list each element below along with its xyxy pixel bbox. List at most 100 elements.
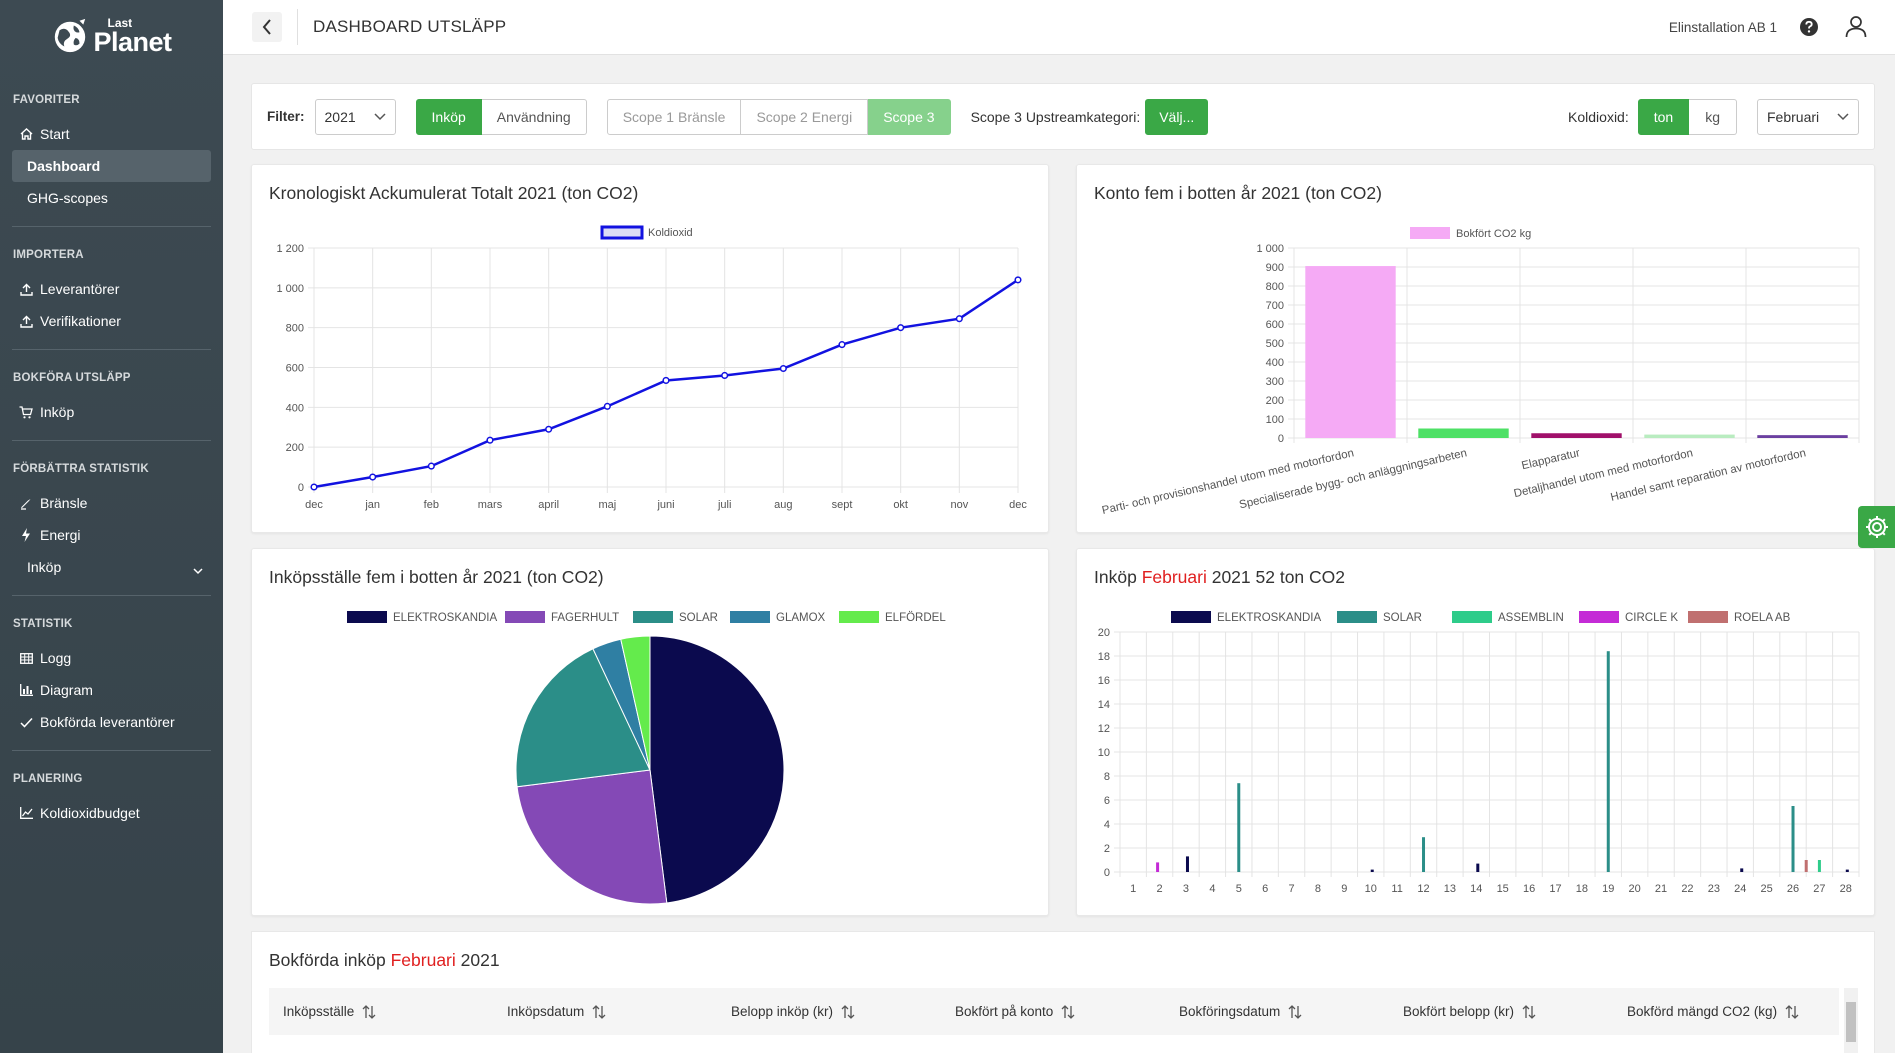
- x-tick-label: jan: [364, 499, 380, 511]
- column-header[interactable]: Bokfört belopp (kr): [1389, 1004, 1613, 1019]
- sidebar-item-dashboard[interactable]: Dashboard: [12, 150, 211, 182]
- sidebar-item-bransle[interactable]: Bränsle: [12, 487, 211, 519]
- bar: [1422, 837, 1426, 872]
- sidebar-item-inkop-stat[interactable]: Inköp: [12, 551, 211, 583]
- y-tick-label: 200: [286, 442, 304, 454]
- line-chart-icon: [19, 806, 33, 820]
- x-tick-label: 2: [1157, 883, 1163, 895]
- sidebar-item-ghg-scopes[interactable]: GHG-scopes: [12, 182, 211, 214]
- accumulated-line-chart: 0 200 400 600 800 1 000 1 200 dec jan feb mars apri…: [276, 225, 1027, 511]
- bar: [1531, 433, 1622, 438]
- scope2-button[interactable]: Scope 2 Energi: [741, 98, 869, 135]
- user-icon[interactable]: [1844, 14, 1868, 38]
- sidebar-item-energi[interactable]: Energi: [12, 519, 211, 551]
- y-tick-label: 600: [286, 363, 304, 375]
- sort-icon[interactable]: [1785, 1004, 1799, 1019]
- x-tick-label: 22: [1681, 883, 1693, 895]
- pie-slice: [516, 769, 668, 905]
- mode-toggle: Inköp Användning: [415, 98, 587, 135]
- back-button[interactable]: [252, 12, 282, 42]
- data-point: [897, 324, 905, 332]
- x-tick-label: okt: [893, 499, 908, 511]
- scrollbar-thumb[interactable]: [1846, 1002, 1856, 1042]
- sort-icon[interactable]: [1061, 1004, 1075, 1019]
- y-tick-label: 0: [1104, 867, 1110, 879]
- scope3-button[interactable]: Scope 3: [868, 98, 951, 135]
- x-tick-label: feb: [424, 499, 439, 511]
- nav-section-planering: PLANERING Koldioxidbudget: [12, 751, 211, 841]
- x-tick-label: 11: [1391, 883, 1402, 895]
- company-selector[interactable]: Elinstallation AB 1: [1668, 19, 1777, 35]
- sidebar-item-diagram[interactable]: Diagram: [12, 674, 211, 706]
- column-header[interactable]: Bokfört på konto: [941, 1004, 1165, 1019]
- filter-label: Filter:: [267, 109, 305, 124]
- legend-label: ROELA AB: [1734, 612, 1791, 624]
- sidebar-item-koldioxidbudget[interactable]: Koldioxidbudget: [12, 797, 211, 829]
- sidebar-item-bokforda-leverantorer[interactable]: Bokförda leverantörer: [12, 706, 211, 738]
- data-point: [603, 402, 611, 410]
- sidebar-item-label: GHG-scopes: [27, 190, 108, 206]
- pie-slice: [649, 635, 785, 904]
- sidebar-item-label: Diagram: [40, 682, 93, 698]
- sort-icon[interactable]: [592, 1004, 606, 1019]
- column-header[interactable]: Bokföringsdatum: [1165, 1004, 1389, 1019]
- konto-chart-card: Konto fem i botten år 2021 (ton CO2) 0 10…: [1076, 164, 1875, 533]
- x-tick-label: 26: [1787, 883, 1799, 895]
- logo[interactable]: Last Planet: [0, 0, 223, 72]
- data-point: [310, 483, 318, 491]
- sort-icon[interactable]: [1288, 1004, 1302, 1019]
- legend-label: Koldioxid: [648, 227, 693, 239]
- bar: [1305, 266, 1396, 438]
- sidebar-item-label: Start: [40, 126, 70, 142]
- legend-swatch: [1410, 227, 1450, 239]
- column-header[interactable]: Inköpsställe: [269, 1004, 493, 1019]
- table-scrollbar[interactable]: [1844, 988, 1858, 1053]
- sidebar-item-logg[interactable]: Logg: [12, 642, 211, 674]
- x-tick-label: 20: [1629, 883, 1641, 895]
- co2-unit-label: Koldioxid:: [1568, 108, 1629, 125]
- y-tick-label: 20: [1098, 627, 1110, 639]
- year-select[interactable]: 2021: [314, 98, 396, 135]
- help-icon[interactable]: [1799, 17, 1819, 37]
- bar: [1418, 428, 1509, 438]
- sort-icon[interactable]: [1522, 1004, 1536, 1019]
- year-select-value: 2021: [324, 108, 356, 125]
- sort-icon[interactable]: [362, 1004, 376, 1019]
- column-header[interactable]: Bokförd mängd CO2 (kg): [1613, 1004, 1839, 1019]
- y-tick-label: 900: [1266, 262, 1284, 274]
- bar: [1845, 869, 1849, 872]
- x-tick-label: 24: [1734, 883, 1746, 895]
- bar: [1817, 860, 1821, 872]
- y-tick-label: 400: [1266, 357, 1284, 369]
- y-tick-label: 0: [1278, 433, 1284, 445]
- sidebar-item-verifikationer[interactable]: Verifikationer: [12, 305, 211, 337]
- sidebar-item-leverantorer[interactable]: Leverantörer: [12, 273, 211, 305]
- inkopsstalle-chart-card: Inköpsställe fem i botten år 2021 (ton C…: [251, 548, 1049, 916]
- anvandning-button[interactable]: Användning: [481, 98, 587, 135]
- kg-button[interactable]: kg: [1689, 98, 1737, 135]
- konto-bar-chart: 0 100 200 300 400 500 600 700 800 900 1 000 Bokfört…: [1101, 227, 1860, 517]
- title-post: 2021 52 ton CO2: [1206, 567, 1346, 587]
- column-header-label: Bokfört på konto: [955, 1004, 1054, 1019]
- sidebar-item-label: Verifikationer: [40, 313, 121, 329]
- choose-category-button[interactable]: Välj...: [1145, 98, 1209, 135]
- scope1-button[interactable]: Scope 1 Bränsle: [606, 98, 742, 135]
- sort-icon[interactable]: [841, 1004, 855, 1019]
- inkop-button[interactable]: Inköp: [415, 98, 482, 135]
- x-tick-label: 5: [1236, 883, 1242, 895]
- sidebar-item-inkop[interactable]: Inköp: [12, 396, 211, 428]
- settings-tab[interactable]: [1858, 506, 1895, 548]
- ton-button[interactable]: ton: [1637, 98, 1690, 135]
- chevron-down-icon: [373, 112, 386, 120]
- x-tick-label: 17: [1549, 883, 1561, 895]
- x-tick-label: 27: [1813, 883, 1825, 895]
- sidebar-item-start[interactable]: Start: [12, 118, 211, 150]
- column-header[interactable]: Inköpsdatum: [493, 1004, 717, 1019]
- data-point: [779, 364, 787, 373]
- column-header[interactable]: Belopp inköp (kr): [717, 1004, 941, 1019]
- gear-icon: [1865, 516, 1888, 538]
- column-header-label: Inköpsställe: [283, 1004, 355, 1019]
- column-header-label: Bokföringsdatum: [1179, 1004, 1281, 1019]
- month-select[interactable]: Februari: [1757, 98, 1859, 135]
